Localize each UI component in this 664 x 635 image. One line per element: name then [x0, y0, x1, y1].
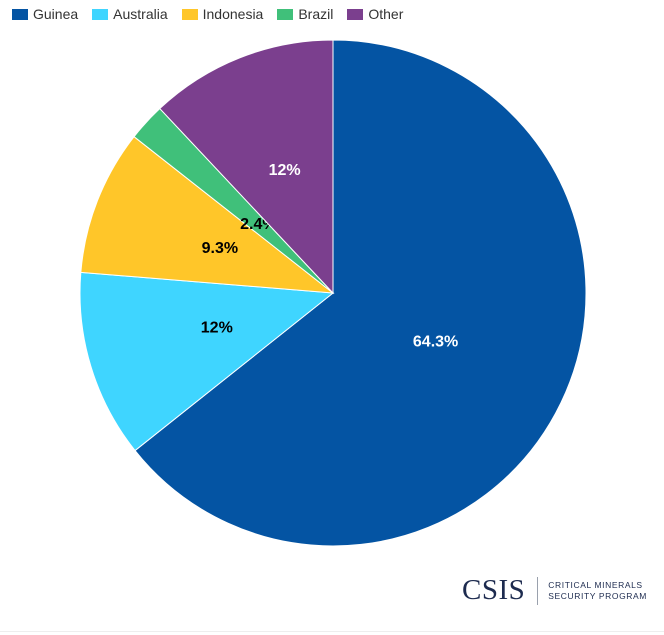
- legend-label: Brazil: [298, 6, 334, 22]
- legend-label: Guinea: [33, 6, 79, 22]
- data-label-indonesia: 9.3%: [202, 240, 238, 257]
- pie-slice-australia[interactable]: [79, 271, 335, 452]
- logo-divider: [537, 576, 539, 605]
- legend-item-other[interactable]: Other: [347, 6, 403, 22]
- legend-swatch: [277, 8, 294, 20]
- pie-slice-indonesia[interactable]: [80, 135, 335, 294]
- data-label-guinea: 64.3%: [413, 334, 458, 351]
- legend-swatch: [347, 8, 364, 20]
- logo-mark: CSIS: [462, 574, 526, 606]
- pie-slice-guinea[interactable]: [134, 39, 587, 547]
- bottom-divider: [0, 631, 664, 632]
- legend-label: Other: [368, 6, 404, 22]
- legend-label: Indonesia: [202, 6, 264, 22]
- logo-tagline: CRITICAL MINERALS SECURITY PROGRAM: [548, 580, 647, 602]
- legend-label: Australia: [113, 6, 168, 22]
- legend-swatch: [181, 8, 198, 20]
- logo-line-2: SECURITY PROGRAM: [548, 590, 647, 601]
- csis-logo: CSIS CRITICAL MINERALS SECURITY PROGRAM: [462, 574, 647, 607]
- pie-slice-other[interactable]: [159, 39, 334, 295]
- legend-item-indonesia[interactable]: Indonesia: [181, 6, 264, 22]
- chart-legend: Guinea Australia Indonesia Brazil Other: [12, 6, 403, 22]
- legend-item-guinea[interactable]: Guinea: [12, 6, 78, 22]
- data-label-other: 12%: [269, 162, 301, 179]
- legend-item-brazil[interactable]: Brazil: [277, 6, 333, 22]
- legend-swatch: [12, 8, 28, 20]
- logo-line-1: CRITICAL MINERALS: [548, 579, 643, 590]
- data-label-australia: 12%: [201, 320, 233, 337]
- legend-item-australia[interactable]: Australia: [92, 6, 168, 22]
- legend-swatch: [92, 8, 109, 20]
